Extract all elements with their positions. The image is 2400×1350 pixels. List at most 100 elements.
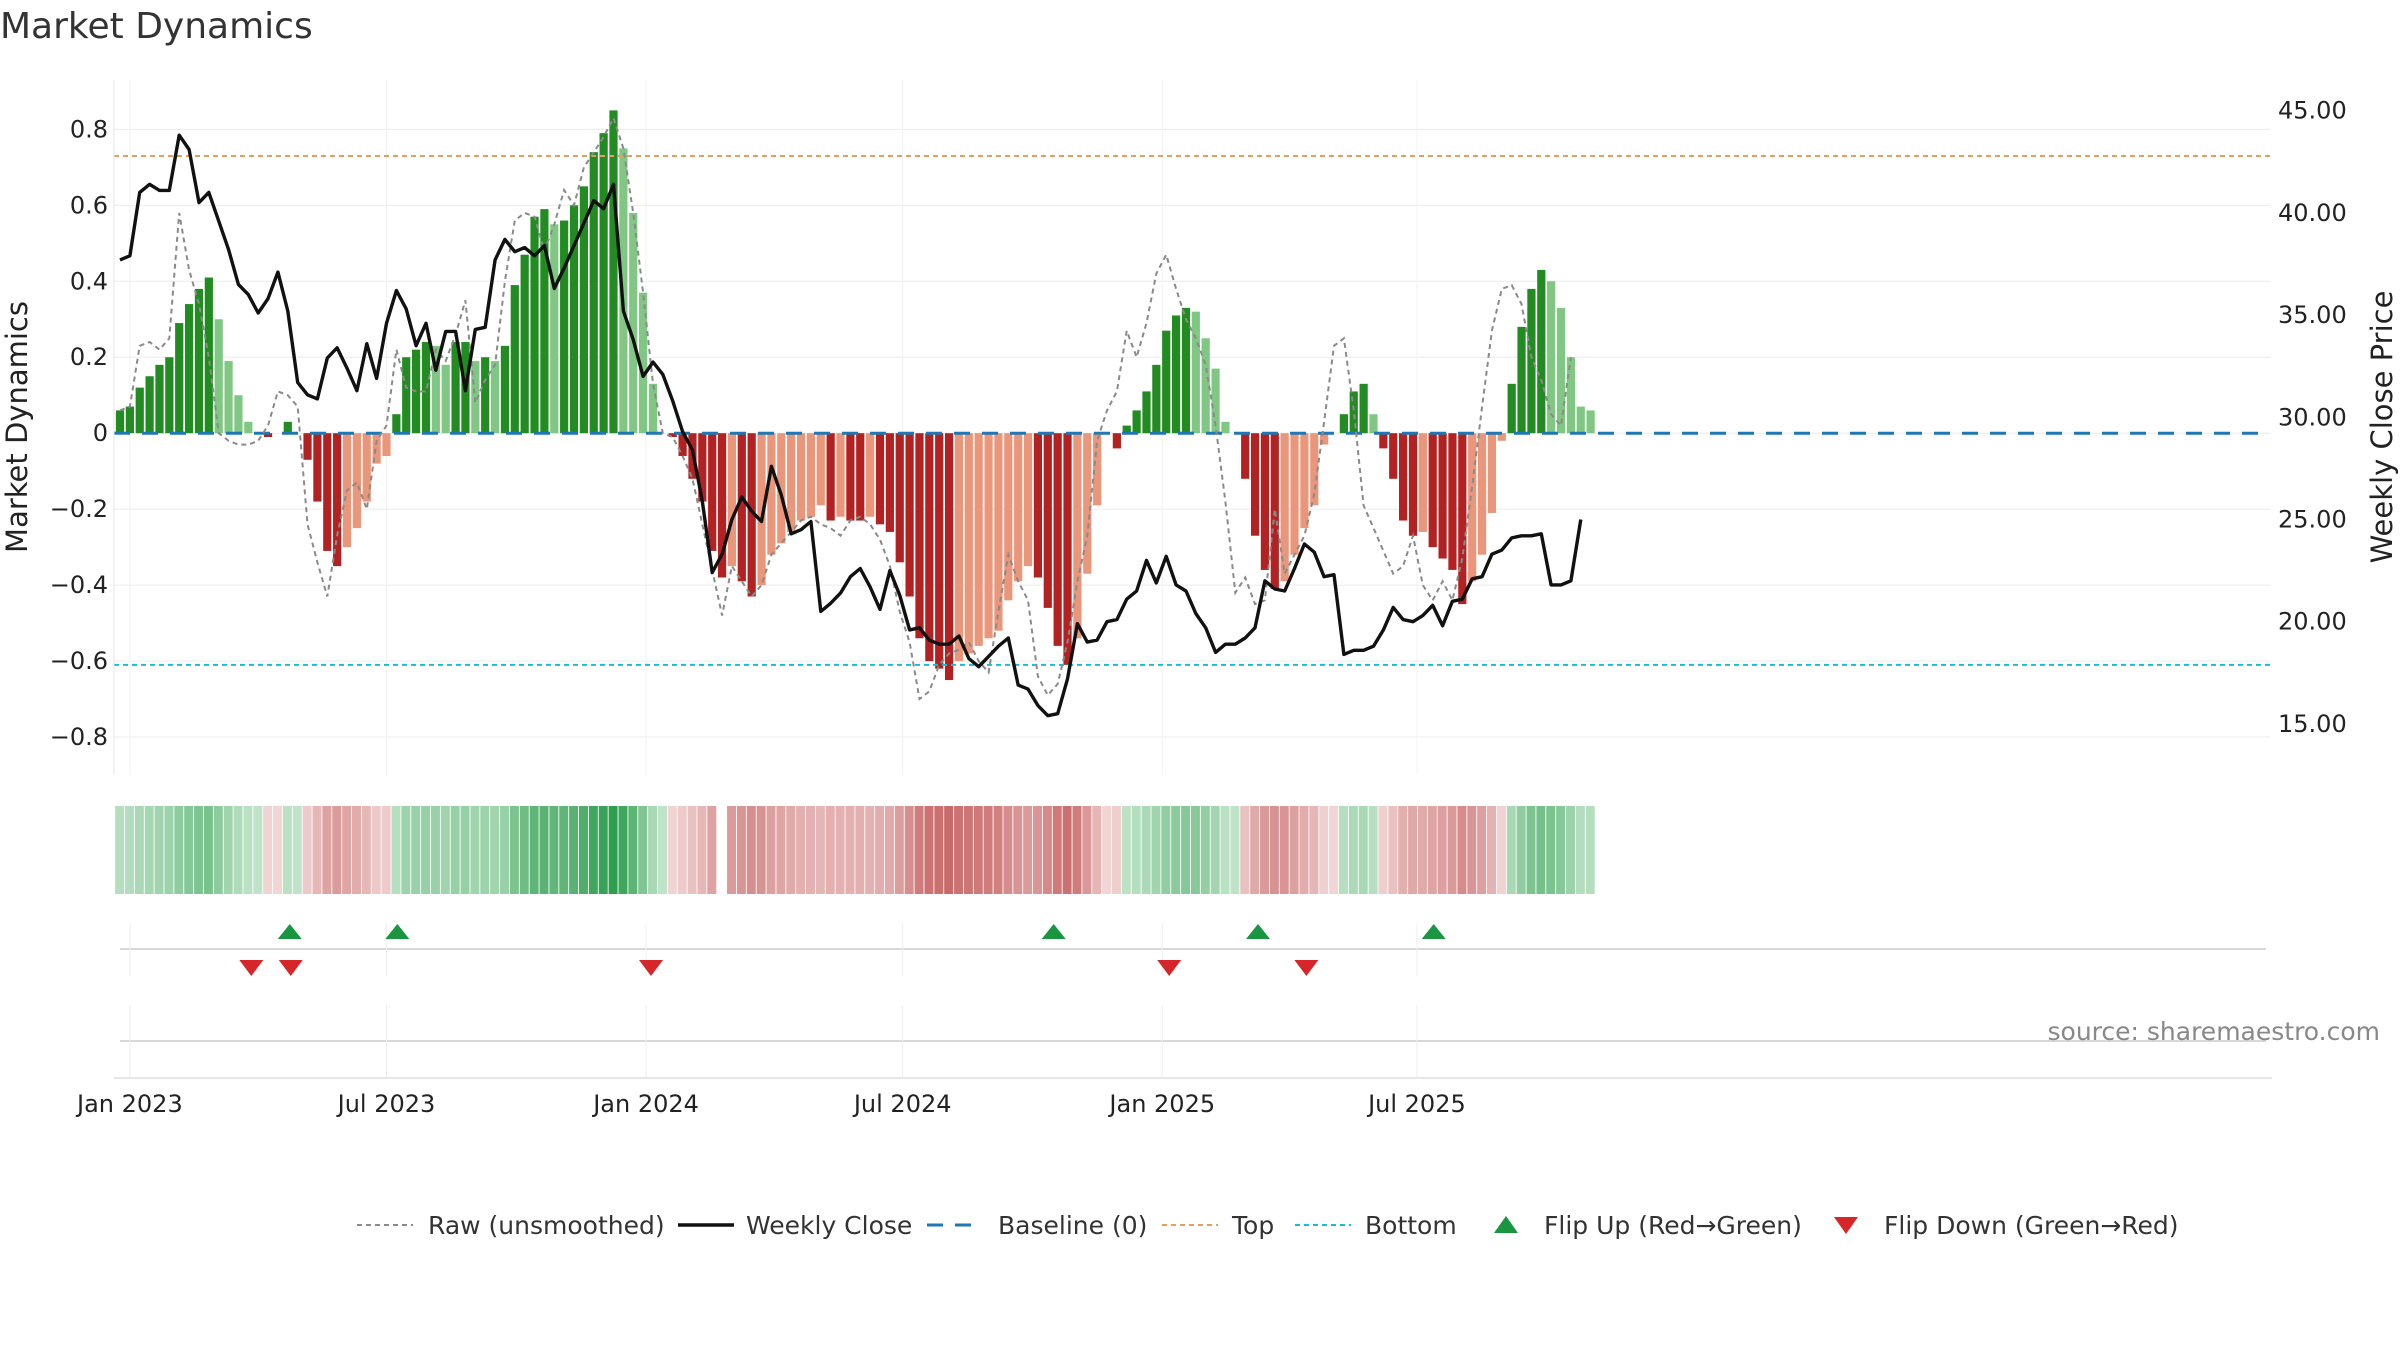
bar: [1576, 406, 1585, 434]
right-tick-label: 35.00: [2278, 301, 2347, 329]
bar: [1191, 311, 1200, 434]
strip-cell: [243, 806, 253, 894]
bar: [1339, 414, 1348, 434]
bar: [560, 220, 569, 434]
bar: [333, 433, 342, 567]
bar: [579, 186, 588, 434]
bar: [451, 342, 460, 434]
bar: [875, 433, 885, 525]
bar: [895, 433, 904, 563]
bar: [1389, 433, 1398, 479]
bar: [944, 433, 954, 681]
strip-cell: [855, 806, 865, 894]
strip-cell: [480, 806, 490, 894]
bar: [135, 387, 144, 434]
source-credit: source: sharemaestro.com: [2048, 1017, 2381, 1046]
flip-up-marker: [277, 924, 302, 939]
bar: [145, 376, 154, 434]
strip-cell: [184, 806, 194, 894]
bar: [510, 285, 519, 434]
legend-label: Top: [1231, 1211, 1274, 1240]
flip-up-marker: [1246, 924, 1271, 939]
flip-down-marker: [639, 960, 664, 976]
strip-cell: [993, 806, 1003, 894]
bar: [1250, 433, 1260, 536]
bar: [816, 433, 825, 506]
bar: [717, 433, 727, 578]
bar: [540, 209, 549, 434]
strip-cell: [1210, 806, 1220, 894]
bar: [214, 319, 223, 434]
strip-cell: [687, 806, 697, 894]
strip-cell: [904, 806, 914, 894]
flip-down-marker: [1294, 960, 1319, 976]
bar: [1320, 433, 1329, 445]
bar: [787, 433, 796, 532]
strip-cell: [736, 806, 746, 894]
strip-cell: [1111, 806, 1121, 894]
bar: [1418, 433, 1427, 532]
bar: [520, 254, 529, 434]
legend-label: Weekly Close: [746, 1211, 912, 1240]
strip-cell: [796, 806, 806, 894]
strip-cell: [815, 806, 825, 894]
strip-cell: [1052, 806, 1062, 894]
strip-cell: [954, 806, 964, 894]
left-tick-label: −0.6: [50, 647, 108, 675]
strip-cell: [1171, 806, 1181, 894]
strip-cell: [263, 806, 273, 894]
strip-cell: [1536, 806, 1546, 894]
strip-cell: [529, 806, 539, 894]
strip-cell: [292, 806, 302, 894]
bar: [283, 421, 292, 434]
bar: [1527, 288, 1536, 434]
strip-cell: [776, 806, 786, 894]
bar: [767, 433, 776, 555]
strip-cell: [1072, 806, 1082, 894]
strip-cell: [1437, 806, 1447, 894]
legend-item: Top: [1162, 1211, 1274, 1240]
strip-cell: [332, 806, 342, 894]
bar: [668, 433, 677, 437]
strip-cell: [470, 806, 480, 894]
bar: [1300, 433, 1309, 529]
bar: [1537, 269, 1546, 434]
strip-cell: [1023, 806, 1033, 894]
bar: [1428, 433, 1437, 548]
chart-title: Market Dynamics: [0, 6, 313, 47]
strip-cell: [1289, 806, 1299, 894]
left-tick-label: 0.6: [70, 191, 108, 219]
bar: [885, 433, 894, 532]
left-tick-label: −0.8: [50, 723, 108, 751]
bar: [609, 110, 618, 434]
strip-cell: [115, 806, 125, 894]
strip-cell: [1269, 806, 1279, 894]
strip-cell: [1338, 806, 1348, 894]
strip-cell: [835, 806, 845, 894]
bar: [1122, 425, 1131, 434]
strip-cell: [233, 806, 243, 894]
strip-cell: [1358, 806, 1368, 894]
bar: [1369, 414, 1378, 434]
strip-cell: [983, 806, 993, 894]
left-tick-label: 0.8: [70, 115, 108, 143]
bar: [964, 433, 973, 654]
legend-item: Bottom: [1295, 1211, 1457, 1240]
strip-cell: [361, 806, 371, 894]
right-tick-label: 20.00: [2278, 608, 2347, 636]
strip-cell: [727, 806, 737, 894]
legend-item: Raw (unsmoothed): [357, 1211, 665, 1240]
strip-cell: [223, 806, 233, 894]
bar: [392, 414, 401, 434]
bar: [1152, 364, 1161, 434]
bar: [826, 433, 835, 521]
bar: [846, 433, 855, 521]
strip-cell: [884, 806, 894, 894]
bar: [1408, 433, 1418, 536]
left-tick-label: −0.2: [50, 495, 108, 523]
bar: [1517, 326, 1526, 434]
bar: [648, 383, 658, 434]
bar: [1260, 433, 1270, 570]
strip-cell: [1230, 806, 1240, 894]
